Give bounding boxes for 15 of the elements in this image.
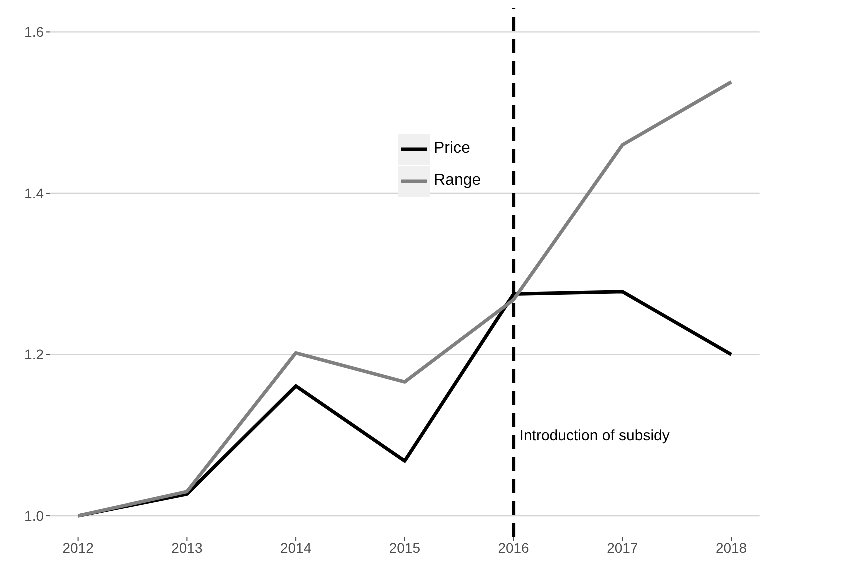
x-tick-label: 2012	[62, 540, 94, 556]
x-tick-label: 2014	[280, 540, 312, 556]
legend-label: Range	[434, 172, 482, 190]
x-tick-label: 2015	[389, 540, 421, 556]
x-tick-label: 2017	[607, 540, 638, 556]
y-tick-label: 1.0	[24, 508, 44, 524]
x-tick-label: 2016	[498, 540, 530, 556]
y-tick-label: 1.2	[24, 346, 44, 363]
y-tick-label: 1.4	[24, 185, 44, 202]
line-series	[76, 80, 734, 518]
x-tick-label: 2013	[172, 540, 203, 556]
y-tick-label: 1.6	[24, 24, 44, 40]
annotation: Introduction of subsidy	[520, 427, 670, 444]
x-tick-label: 2018	[716, 540, 748, 556]
legend-label: Price	[434, 140, 470, 158]
